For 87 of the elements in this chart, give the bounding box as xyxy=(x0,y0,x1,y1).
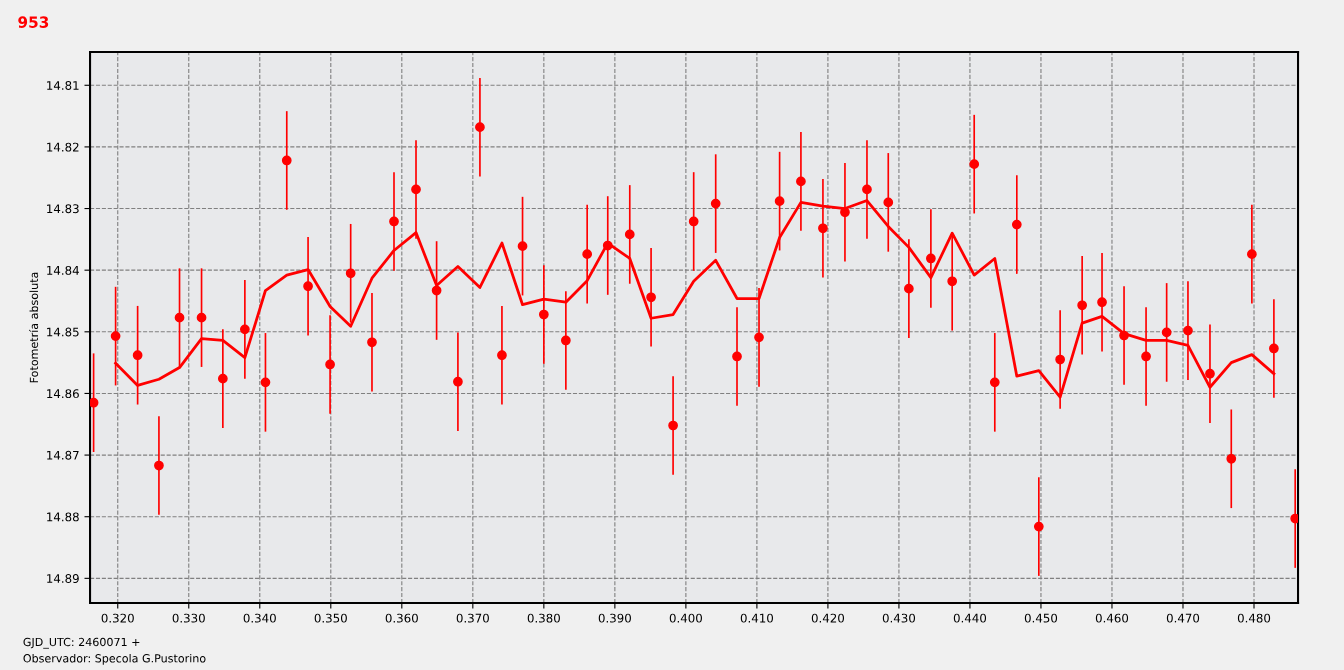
y-tick-label: 14.89 xyxy=(47,574,79,583)
x-tick-label: 0.370 xyxy=(456,613,489,623)
y-axis-title: Fotometría absoluta xyxy=(29,272,39,383)
x-tick-label: 0.420 xyxy=(811,613,845,623)
point xyxy=(303,281,313,292)
point xyxy=(174,312,185,323)
x-tick-label: 0.480 xyxy=(1237,613,1271,623)
y-tick-label: 14.82 xyxy=(47,142,79,152)
point xyxy=(818,223,828,234)
point xyxy=(1205,368,1215,379)
point xyxy=(367,337,377,348)
point xyxy=(668,420,678,431)
x-tick-label: 0.380 xyxy=(527,613,560,623)
point xyxy=(154,460,164,471)
x-tick-label: 0.450 xyxy=(1024,613,1058,623)
x-tick-label: 0.410 xyxy=(740,613,774,623)
point xyxy=(431,285,442,296)
point xyxy=(217,373,228,384)
point xyxy=(1077,300,1088,311)
point xyxy=(1055,354,1065,365)
point xyxy=(475,122,485,133)
point xyxy=(947,276,958,287)
point xyxy=(389,216,399,227)
x-tick-label: 0.390 xyxy=(598,613,631,623)
point xyxy=(1119,330,1129,341)
point xyxy=(796,176,806,187)
point xyxy=(196,312,207,323)
y-tick-label: 14.81 xyxy=(47,81,79,90)
point xyxy=(538,309,549,320)
point xyxy=(497,350,507,361)
y-tick-label: 14.87 xyxy=(47,450,79,460)
point xyxy=(840,207,850,218)
x-tick-label: 0.400 xyxy=(669,613,702,623)
point xyxy=(132,350,143,361)
x-tick-label: 0.470 xyxy=(1166,613,1200,623)
point xyxy=(560,335,571,346)
point xyxy=(883,197,894,208)
point xyxy=(260,377,271,388)
point xyxy=(710,198,721,209)
point xyxy=(1161,327,1172,338)
point xyxy=(969,159,980,170)
point xyxy=(90,397,99,408)
chart-title: 953 xyxy=(18,16,49,28)
point xyxy=(602,240,613,251)
y-tick-label: 14.88 xyxy=(47,512,79,522)
text: Observador: Specola G.Pustorino xyxy=(23,653,206,665)
y-tick-label: 14.86 xyxy=(47,389,79,399)
point xyxy=(862,184,872,195)
x-tick-label: 0.430 xyxy=(882,613,916,623)
point xyxy=(345,268,356,279)
point xyxy=(453,376,463,387)
point xyxy=(517,241,528,252)
x-tick-label: 0.330 xyxy=(172,613,205,623)
point xyxy=(582,249,593,260)
x-tick-label: 0.440 xyxy=(953,613,987,623)
point xyxy=(240,324,250,335)
point xyxy=(754,332,764,343)
point xyxy=(1033,521,1044,532)
point xyxy=(926,253,936,264)
point xyxy=(624,229,635,240)
point xyxy=(281,155,292,166)
point xyxy=(1226,453,1237,464)
point xyxy=(411,184,421,195)
point xyxy=(110,331,121,341)
x-axis-title: GJD_UTC: 2460071 + xyxy=(23,637,140,649)
point xyxy=(904,283,914,294)
y-tick-label: 14.85 xyxy=(47,327,79,337)
point xyxy=(774,196,785,207)
point xyxy=(325,359,335,370)
x-tick-label: 0.340 xyxy=(243,613,276,623)
x-tick-label: 0.460 xyxy=(1095,613,1129,623)
point xyxy=(1269,343,1279,354)
point xyxy=(1290,513,1299,524)
point xyxy=(1097,297,1107,308)
point xyxy=(989,377,1000,388)
x-tick-label: 0.320 xyxy=(101,613,134,623)
point xyxy=(1011,219,1022,230)
point xyxy=(1247,249,1257,260)
point xyxy=(1141,351,1151,362)
point xyxy=(732,351,742,362)
x-tick-label: 0.350 xyxy=(314,613,347,623)
point xyxy=(646,292,656,303)
y-tick-label: 14.84 xyxy=(47,265,79,275)
y-tick-label: 14.83 xyxy=(47,204,79,214)
point xyxy=(1183,325,1193,336)
x-tick-label: 0.360 xyxy=(385,613,418,623)
point xyxy=(688,216,699,227)
